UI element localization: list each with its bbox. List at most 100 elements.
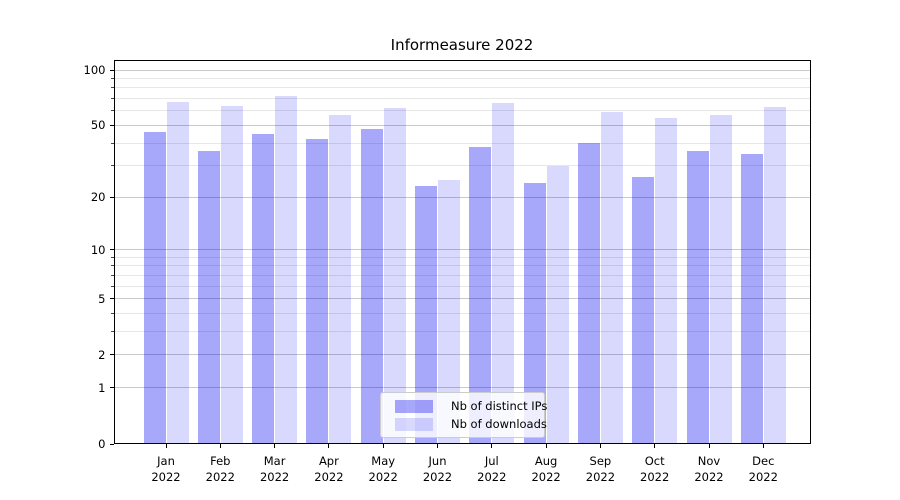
bar-downloads-apr [329,114,352,444]
y-tick-2 [109,354,114,356]
y-tick-label-20: 20 [90,190,106,205]
gridline-major-50 [113,124,811,126]
y-tick-minor-9 [111,256,114,258]
y-tick-20 [109,196,114,198]
x-tick-label-feb-2022: Feb 2022 [205,454,235,484]
y-tick-label-50: 50 [90,118,106,133]
gridline-minor-7 [113,274,811,276]
x-tick-dec [762,444,764,448]
y-tick-label-2: 2 [98,347,106,362]
gridline-minor-90 [113,77,811,79]
x-tick-label-oct-2022: Oct 2022 [640,454,670,484]
x-tick-jul [491,444,493,448]
bar-distinct-ips-jan [143,131,166,444]
x-tick-label-nov-2022: Nov 2022 [694,454,724,484]
bar-distinct-ips-nov [686,151,709,444]
y-tick-100 [109,69,114,71]
bar-distinct-ips-apr [306,139,329,444]
y-tick-5 [109,298,114,300]
gridline-minor-80 [113,87,811,89]
bar-downloads-dec [763,106,786,444]
y-tick-minor-6 [111,285,114,287]
bar-distinct-ips-jun [415,186,437,444]
x-tick-mar [274,444,276,448]
gridline-minor-8 [113,265,811,267]
y-tick-0 [109,443,114,445]
gridline-minor-6 [113,285,811,287]
legend-label-downloads: Nb of downloads [451,417,547,431]
x-tick-label-aug-2022: Aug 2022 [531,454,561,484]
gridline-minor-60 [113,110,811,112]
y-tick-minor-30 [111,165,114,167]
y-tick-minor-90 [111,77,114,79]
gridline-major-2 [113,354,811,356]
bar-downloads-may [383,108,406,444]
y-tick-label-10: 10 [90,242,106,257]
y-tick-1 [109,387,114,389]
x-tick-aug [545,444,547,448]
gridline-minor-9 [113,256,811,258]
gridline-minor-40 [113,142,811,144]
y-tick-minor-80 [111,87,114,89]
y-tick-10 [109,249,114,251]
y-tick-minor-40 [111,142,114,144]
x-tick-oct [654,444,656,448]
bar-downloads-jun [438,179,460,444]
x-tick-label-apr-2022: Apr 2022 [314,454,344,484]
y-tick-label-5: 5 [98,291,106,306]
y-tick-minor-3 [111,331,114,333]
x-tick-label-may-2022: May 2022 [368,454,398,484]
x-tick-apr [328,444,330,448]
y-tick-minor-60 [111,110,114,112]
gridline-minor-70 [113,98,811,100]
bar-distinct-ips-may [360,128,383,444]
y-tick-label-100: 100 [83,63,106,77]
x-tick-sep [599,444,601,448]
y-tick-minor-70 [111,98,114,100]
bar-distinct-ips-aug [523,183,546,444]
bar-downloads-aug [546,165,569,444]
bar-distinct-ips-oct [632,176,655,444]
y-tick-label-0: 0 [98,437,106,451]
y-tick-minor-7 [111,274,114,276]
legend: Nb of distinct IPs Nb of downloads [380,392,547,438]
bar-distinct-ips-mar [252,133,275,444]
y-tick-minor-8 [111,265,114,267]
bar-downloads-jan [166,102,189,444]
bar-downloads-sep [600,112,623,444]
bar-downloads-oct [655,117,678,444]
gridline-major-1 [113,387,811,389]
gridline-major-5 [113,298,811,300]
gridline-major-100 [113,69,811,71]
bar-distinct-ips-dec [740,153,763,444]
gridline-major-10 [113,249,811,251]
x-tick-label-jun-2022: Jun 2022 [422,454,453,484]
gridline-major-20 [113,196,811,198]
bar-distinct-ips-sep [577,143,600,444]
x-tick-may [382,444,384,448]
x-tick-label-sep-2022: Sep 2022 [585,454,616,484]
x-tick-feb [219,444,221,448]
y-tick-label-1: 1 [98,380,106,395]
x-tick-label-dec-2022: Dec 2022 [748,454,778,484]
chart-title: Informeasure 2022 [390,36,534,54]
gridline-minor-3 [113,331,811,333]
x-tick-jan [165,444,167,448]
x-tick-jun [437,444,438,448]
legend-entry-downloads: Nb of downloads [395,417,547,431]
gridline-minor-30 [113,165,811,167]
bar-distinct-ips-feb [197,151,220,444]
x-tick-label-jan-2022: Jan 2022 [151,454,181,484]
x-tick-nov [708,444,710,448]
bar-distinct-ips-jul [469,147,492,444]
legend-entry-distinct-ips: Nb of distinct IPs [395,399,547,413]
legend-swatch-distinct-ips [395,399,433,413]
y-tick-50 [109,124,114,126]
bar-downloads-feb [220,105,243,444]
x-tick-label-mar-2022: Mar 2022 [259,454,290,484]
x-tick-label-jul-2022: Jul 2022 [477,454,507,484]
bar-downloads-nov [709,114,732,444]
legend-label-distinct-ips: Nb of distinct IPs [451,399,548,413]
y-tick-minor-4 [111,313,114,315]
